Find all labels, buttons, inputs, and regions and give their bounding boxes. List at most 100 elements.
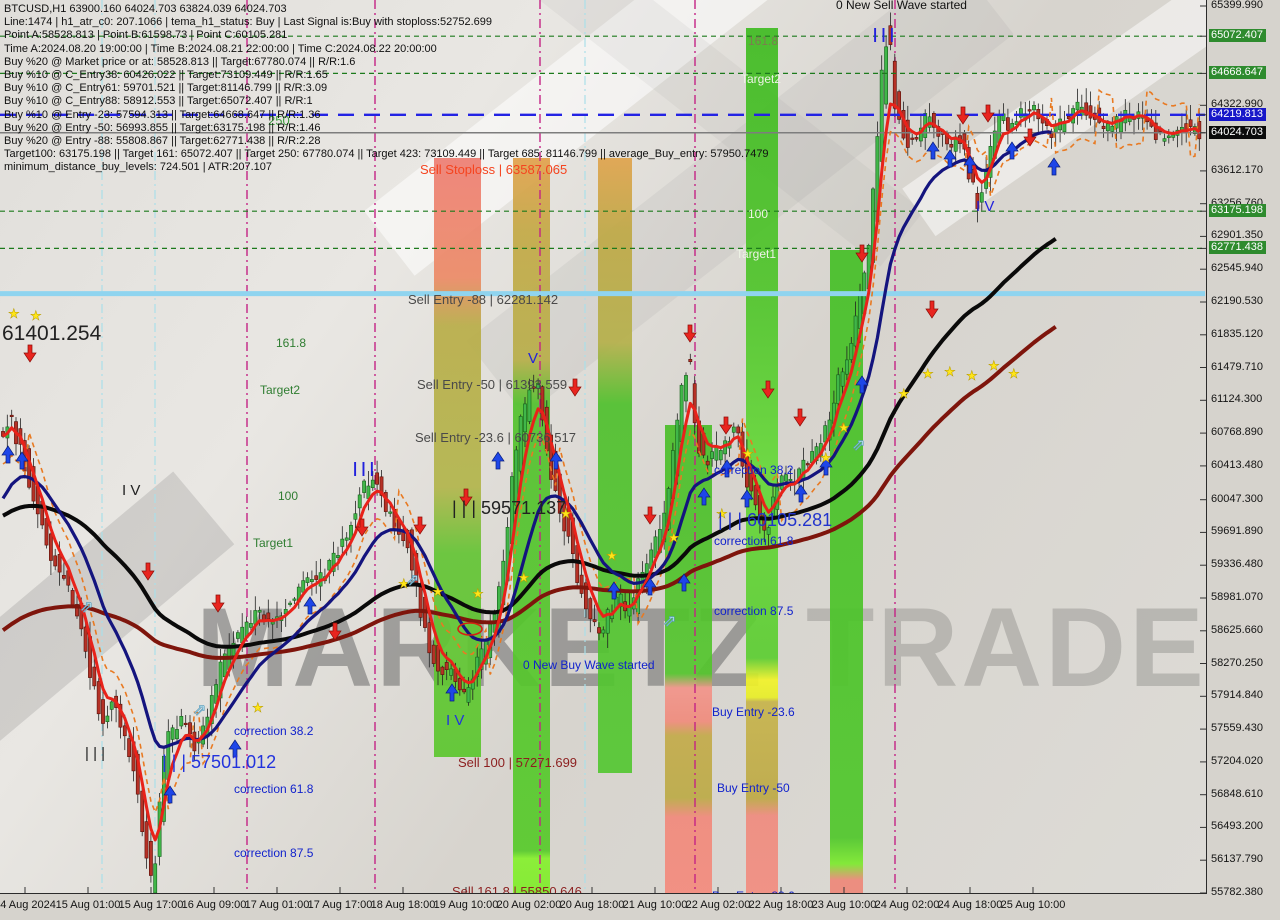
- sell-arrow-icon: [141, 562, 155, 581]
- sell-arrow-icon: [211, 594, 225, 613]
- sell-arrow-icon: [855, 244, 869, 263]
- buy-arrow-icon: [303, 596, 317, 615]
- time-tick-label: 21 Aug 10:00: [622, 899, 688, 911]
- sell-arrow-icon: [683, 324, 697, 343]
- price-tick-label: 56137.790: [1211, 853, 1263, 866]
- wave-arrow-icon: ⇗: [80, 599, 93, 616]
- price-tick-label: 64322.990: [1211, 98, 1263, 111]
- star-icon: ★: [518, 570, 530, 585]
- buy-arrow-icon: [677, 573, 691, 592]
- price-level-badge: 65072.407: [1209, 29, 1266, 43]
- sell-arrow-icon: [328, 622, 342, 641]
- sell-arrow-icon: [459, 488, 473, 507]
- buy-arrow-icon: [445, 683, 459, 702]
- sell-arrow-icon: [761, 380, 775, 399]
- signal-circle: [457, 622, 483, 636]
- wave-arrow-icon: ⇗: [406, 572, 419, 589]
- star-icon: ★: [606, 548, 618, 563]
- chart-area[interactable]: MARKETZ TRADE ★★★★★★★★★★★★★★★★★★★★⇗⇗⇗⇗⇗ …: [0, 0, 1207, 894]
- buy-arrow-icon: [740, 489, 754, 508]
- price-tick-label: 58981.070: [1211, 590, 1263, 603]
- time-axis[interactable]: 14 Aug 2024 15 Aug 01:00 15 Aug 17:00 16 Au…: [0, 893, 1280, 920]
- price-tick-label: 62190.530: [1211, 294, 1263, 307]
- star-icon: ★: [398, 576, 410, 591]
- time-tick-label: 20 Aug 02:00: [496, 899, 562, 911]
- price-tick-label: 56848.610: [1211, 787, 1263, 800]
- star-icon: ★: [820, 450, 832, 465]
- star-icon: ★: [252, 700, 264, 715]
- star-icon: ★: [668, 530, 680, 545]
- price-level-badge: 64668.647: [1209, 66, 1266, 80]
- time-tick-label: 14 Aug 2024: [0, 899, 56, 911]
- time-tick-label: 24 Aug 18:00: [937, 899, 1003, 911]
- supply-demand-zones: [434, 28, 863, 893]
- wave-arrow-icon: ⇗: [852, 437, 865, 454]
- time-tick-label: 22 Aug 18:00: [748, 899, 814, 911]
- sell-arrow-icon: [413, 516, 427, 535]
- buy-arrow-icon: [1047, 157, 1061, 176]
- star-icon: ★: [1008, 366, 1020, 381]
- time-tick-label: 15 Aug 17:00: [118, 899, 184, 911]
- price-tick-label: 63612.170: [1211, 163, 1263, 176]
- price-tick-label: 62545.940: [1211, 262, 1263, 275]
- time-tick-label: 18 Aug 18:00: [370, 899, 436, 911]
- star-icon: ★: [922, 366, 934, 381]
- tema-fast: [2, 102, 1201, 842]
- buy-arrow-icon: [163, 785, 177, 804]
- price-axis[interactable]: 65399.990 65072.407 64668.647 64322.990 6421…: [1208, 0, 1280, 920]
- star-icon: ★: [30, 308, 42, 323]
- price-tick-label: 59691.890: [1211, 525, 1263, 538]
- time-tick-label: 16 Aug 09:00: [181, 899, 247, 911]
- buy-arrow-icon: [720, 459, 734, 478]
- price-tick-label: 58625.660: [1211, 623, 1263, 636]
- price-plot[interactable]: ★ ★★★★ ★★★★★★★ ★★★★ ★ ★★★⇗⇗⇗⇗⇗: [0, 0, 1206, 893]
- price-tick-label: 58270.250: [1211, 656, 1263, 669]
- star-icon: ★: [472, 586, 484, 601]
- time-tick-label: 22 Aug 02:00: [685, 899, 751, 911]
- price-level-badge: 64024.703: [1209, 125, 1266, 139]
- star-icon: ★: [966, 368, 978, 383]
- buy-arrow-icon: [794, 484, 808, 503]
- price-tick-label: 56493.200: [1211, 820, 1263, 833]
- star-icon: ★: [838, 420, 850, 435]
- buy-arrow-icon: [819, 457, 833, 476]
- price-level-badge: 63175.198: [1209, 204, 1266, 218]
- sell-arrow-icon: [23, 344, 37, 363]
- price-tick-label: 62901.350: [1211, 229, 1263, 242]
- star-icon: ★: [742, 446, 754, 461]
- time-tick-label: 23 Aug 10:00: [811, 899, 877, 911]
- buy-arrow-icon: [549, 451, 563, 470]
- star-icon: ★: [432, 584, 444, 599]
- price-tick-label: 61124.300: [1211, 393, 1263, 406]
- star-icon: ★: [988, 358, 1000, 373]
- tema-mid: [1, 130, 1052, 749]
- star-icon: ★: [944, 364, 956, 379]
- buy-arrow-icon: [491, 451, 505, 470]
- ma-slowest: [1, 325, 1057, 660]
- sell-arrow-icon: [956, 106, 970, 125]
- price-tick-label: 59336.480: [1211, 558, 1263, 571]
- sell-arrow-icon: [1023, 128, 1037, 147]
- price-tick-label: 60768.890: [1211, 426, 1263, 439]
- sell-arrow-icon: [568, 378, 582, 397]
- price-tick-label: 61479.710: [1211, 360, 1263, 373]
- buy-arrow-icon: [228, 739, 242, 758]
- star-icon: ★: [560, 506, 572, 521]
- price-tick-label: 60047.300: [1211, 492, 1263, 505]
- star-icon: ★: [898, 386, 910, 401]
- buy-arrow-icon: [1, 445, 15, 464]
- time-tick-label: 25 Aug 10:00: [1000, 899, 1066, 911]
- price-tick-label: 65399.990: [1211, 0, 1263, 11]
- price-tick-label: 55782.380: [1211, 885, 1263, 898]
- buy-arrow-icon: [926, 141, 940, 160]
- time-tick-label: 17 Aug 01:00: [244, 899, 310, 911]
- buy-arrow-icon: [607, 581, 621, 600]
- star-icon: ★: [716, 506, 728, 521]
- time-tick-label: 20 Aug 18:00: [559, 899, 625, 911]
- star-icon: ★: [8, 306, 20, 321]
- wave-arrow-icon: ⇗: [663, 613, 676, 630]
- sell-arrow-icon: [925, 300, 939, 319]
- sell-arrow-icon: [355, 518, 369, 537]
- sell-arrow-icon: [793, 408, 807, 427]
- buy-arrow-icon: [15, 451, 29, 470]
